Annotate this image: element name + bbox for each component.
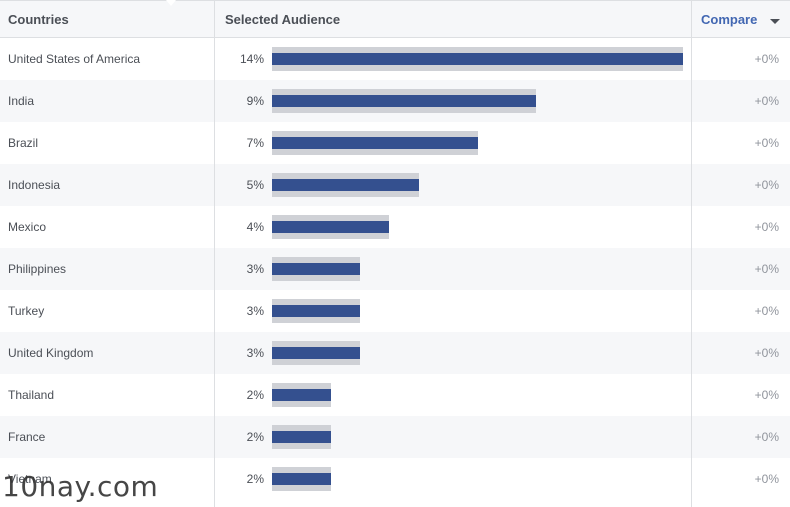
table-row[interactable]: Thailand 2% +0% [0, 374, 790, 416]
audience-bar [272, 305, 360, 317]
audience-bar [272, 221, 389, 233]
column-divider [214, 38, 215, 507]
compare-dropdown[interactable]: Compare [691, 1, 790, 38]
audience-bar [272, 389, 331, 401]
audience-bar [272, 473, 331, 485]
audience-bar-track [272, 383, 331, 407]
audience-percent: 4% [246, 220, 264, 234]
watermark: 10nay.com [2, 470, 159, 503]
audience-percent: 9% [246, 94, 264, 108]
audience-bar-track [272, 173, 419, 197]
audience-bar-track [272, 89, 536, 113]
countries-column-header[interactable]: Countries [8, 12, 69, 27]
audience-bar-track [272, 131, 478, 155]
audience-percent: 3% [246, 304, 264, 318]
audience-bar-track [272, 467, 331, 491]
compare-label: Compare [701, 12, 758, 27]
audience-bar [272, 347, 360, 359]
compare-value: +0% [754, 94, 779, 108]
compare-value: +0% [754, 262, 779, 276]
compare-value: +0% [754, 178, 779, 192]
table-header: Countries Selected Audience Compare [0, 0, 790, 38]
audience-bar [272, 95, 536, 107]
audience-percent: 14% [239, 52, 264, 66]
compare-value: +0% [754, 52, 779, 66]
table-row[interactable]: Vietnam 2% +0% [0, 458, 790, 500]
country-name: India [8, 94, 35, 108]
audience-bar-track [272, 341, 360, 365]
table-row[interactable]: Indonesia 5% +0% [0, 164, 790, 206]
country-name: Mexico [8, 220, 47, 234]
audience-percent: 3% [246, 262, 264, 276]
country-name: Thailand [8, 388, 55, 402]
table-row[interactable]: India 9% +0% [0, 80, 790, 122]
country-name: United States of America [8, 52, 141, 66]
caret-down-icon [770, 19, 780, 24]
table-row[interactable]: United States of America 14% +0% [0, 38, 790, 80]
compare-value: +0% [754, 388, 779, 402]
table-row[interactable]: Philippines 3% +0% [0, 248, 790, 290]
country-name: Brazil [8, 136, 39, 150]
audience-percent: 7% [246, 136, 264, 150]
audience-percent: 2% [246, 388, 264, 402]
audience-bar-track [272, 425, 331, 449]
compare-value: +0% [754, 430, 779, 444]
country-name: Philippines [8, 262, 67, 276]
audience-bar-track [272, 47, 683, 71]
audience-percent: 2% [246, 472, 264, 486]
audience-bar [272, 431, 331, 443]
country-name: United Kingdom [8, 346, 94, 360]
compare-value: +0% [754, 136, 779, 150]
audience-percent: 2% [246, 430, 264, 444]
header-notch [166, 0, 176, 6]
country-name: Indonesia [8, 178, 61, 192]
audience-percent: 3% [246, 346, 264, 360]
table-row[interactable]: Turkey 3% +0% [0, 290, 790, 332]
audience-bar [272, 179, 419, 191]
country-name: Vietnam [8, 472, 52, 486]
audience-percent: 5% [246, 178, 264, 192]
table-row[interactable]: Mexico 4% +0% [0, 206, 790, 248]
selected-audience-column-header[interactable]: Selected Audience [214, 1, 691, 38]
table-row[interactable]: Brazil 7% +0% [0, 122, 790, 164]
table-row[interactable]: France 2% +0% [0, 416, 790, 458]
table-row[interactable]: United Kingdom 3% +0% [0, 332, 790, 374]
audience-bar-track [272, 215, 389, 239]
audience-bar-track [272, 257, 360, 281]
compare-value: +0% [754, 220, 779, 234]
compare-value: +0% [754, 472, 779, 486]
compare-value: +0% [754, 346, 779, 360]
audience-bar [272, 53, 683, 65]
column-divider [691, 38, 692, 507]
country-name: Turkey [8, 304, 45, 318]
audience-bar-track [272, 299, 360, 323]
audience-bar [272, 137, 478, 149]
compare-value: +0% [754, 304, 779, 318]
country-name: France [8, 430, 46, 444]
audience-bar [272, 263, 360, 275]
